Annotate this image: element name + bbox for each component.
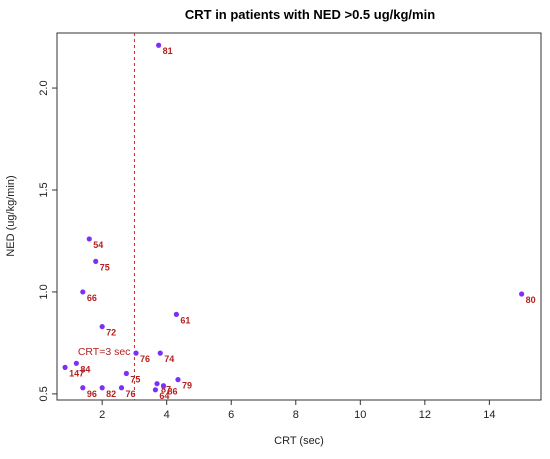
y-axis-label: NED (ug/kg/min) (5, 175, 17, 256)
data-point-label: 87 (161, 385, 171, 395)
data-point (99, 324, 105, 330)
x-tick-label: 10 (354, 409, 366, 421)
data-point (160, 383, 167, 389)
data-point-label: 79 (182, 381, 192, 391)
data-point-label: 96 (87, 389, 97, 399)
data-point-label: 86 (167, 387, 177, 397)
y-tick-label: 0.5 (38, 386, 50, 401)
plot-area-frame (56, 32, 542, 401)
data-point-label: 76 (140, 354, 150, 364)
data-point (152, 387, 159, 393)
x-tick-label: 4 (164, 409, 170, 421)
data-point-label: 75 (100, 262, 110, 272)
x-tick-label: 12 (419, 409, 431, 421)
y-axis: 0.5 1.0 1.5 2.0 (38, 80, 57, 402)
data-point (62, 364, 68, 370)
data-point-label: 147 (69, 368, 84, 378)
data-point-label: 82 (106, 389, 116, 399)
data-point-label: 74 (164, 354, 174, 364)
x-axis: 2 4 6 8 10 12 14 (99, 400, 495, 421)
data-point-label: 66 (87, 293, 97, 303)
y-tick-label: 2.0 (38, 80, 50, 95)
data-point (80, 289, 86, 295)
reference-line-group: CRT=3 sec (78, 33, 135, 400)
x-tick-label: 2 (99, 409, 105, 421)
x-tick-label: 8 (293, 409, 299, 421)
data-point-label: 64 (159, 391, 169, 401)
data-point-label: 84 (80, 364, 90, 374)
data-point (173, 311, 179, 317)
data-point-label: 72 (106, 328, 116, 338)
chart-title: CRT in patients with NED >0.5 ug/kg/min (185, 7, 435, 22)
x-tick-label: 14 (483, 409, 495, 421)
data-point-label: 80 (526, 295, 536, 305)
data-point (80, 385, 86, 391)
data-point (157, 350, 163, 356)
x-tick-label: 6 (228, 409, 234, 421)
data-point (123, 370, 129, 377)
reference-line-label: CRT=3 sec (78, 346, 131, 358)
data-point (156, 42, 162, 48)
data-point (175, 377, 181, 383)
y-tick-label: 1.0 (38, 284, 50, 299)
data-point (73, 360, 79, 366)
y-tick-label: 1.5 (38, 182, 50, 197)
data-point (154, 381, 160, 387)
data-point-label: 81 (163, 46, 173, 56)
x-axis-label: CRT (sec) (274, 435, 324, 447)
data-point (519, 291, 525, 297)
data-point (99, 385, 105, 391)
data-point-label: 76 (126, 389, 136, 399)
data-point-label: 54 (93, 240, 103, 250)
data-point (93, 258, 99, 264)
data-point-label: 75 (130, 374, 140, 384)
data-point-label: 61 (180, 315, 190, 325)
data-point (118, 385, 125, 391)
data-point (133, 350, 139, 356)
data-point (86, 236, 92, 242)
